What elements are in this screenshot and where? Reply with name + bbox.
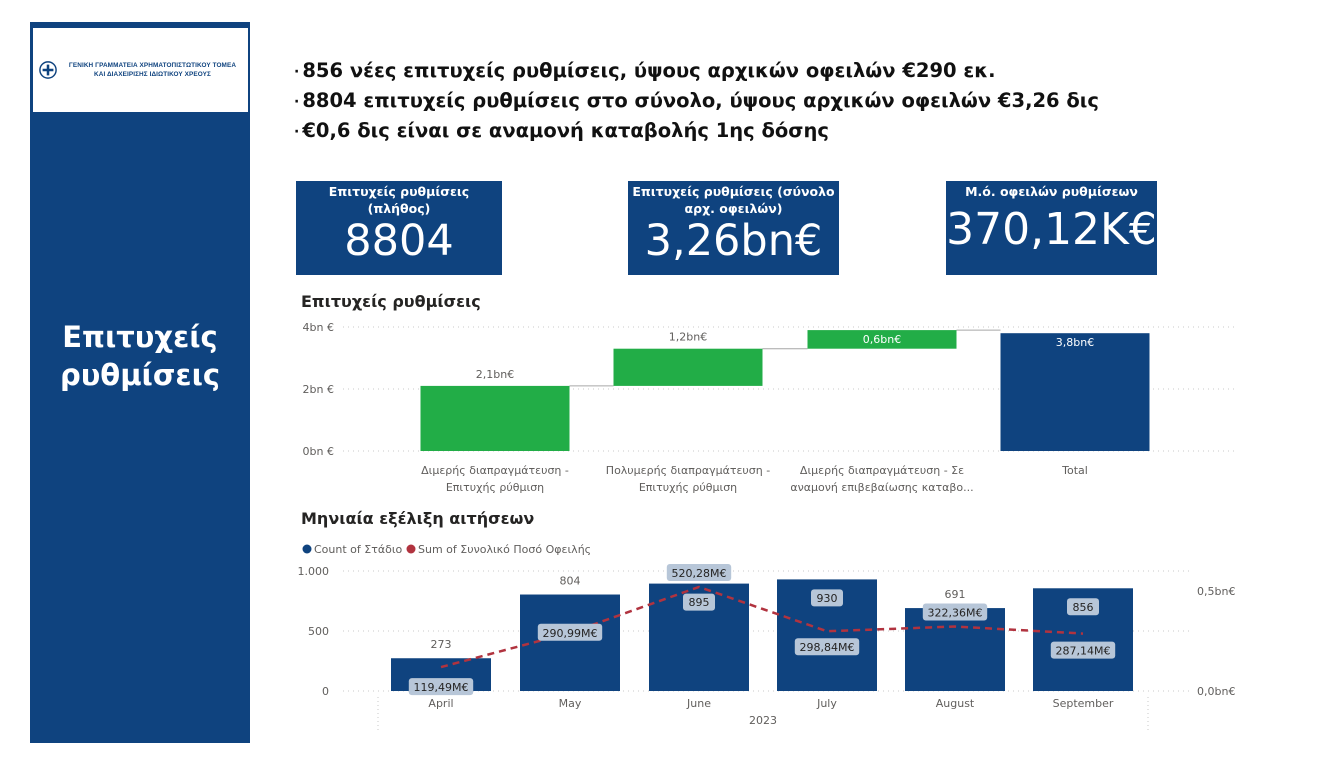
- sum-data-label: 298,84M€: [800, 641, 855, 654]
- kpi-label: Μ.ό. οφειλών ρυθμίσεων: [965, 184, 1138, 199]
- waterfall-bar: [1000, 333, 1150, 451]
- waterfall-data-label: 2,1bn€: [476, 368, 514, 381]
- kpi-label: Επιτυχείς ρυθμίσεις (σύνολο: [632, 184, 835, 199]
- count-data-label: 691: [945, 588, 966, 601]
- count-data-label: 804: [560, 575, 581, 588]
- x-category-label: Πολυμερής διαπραγμάτευση -: [606, 464, 770, 477]
- monthly-bar: [905, 608, 1005, 691]
- sum-label-box: [408, 678, 474, 696]
- sum-label-box: [1050, 641, 1116, 659]
- waterfall-bar: [613, 348, 763, 386]
- sidebar-title: Επιτυχείς ρυθμίσεις: [30, 318, 250, 394]
- count-data-label: 856: [1073, 601, 1094, 614]
- y-tick-label: 0: [322, 685, 329, 698]
- waterfall-bar: [807, 330, 957, 349]
- waterfall-data-label: 1,2bn€: [669, 331, 707, 344]
- sum-data-label: 287,14M€: [1056, 645, 1111, 658]
- sum-data-label: 290,99M€: [543, 627, 598, 640]
- kpi-card-total-debt: Επιτυχείς ρυθμίσεις (σύνολο αρχ. οφειλών…: [628, 181, 839, 275]
- count-label-box: [811, 589, 843, 607]
- legend-marker-sum: [406, 544, 416, 554]
- count-label-box: [683, 593, 715, 611]
- sidebar-title-line-1: Επιτυχείς: [62, 320, 218, 354]
- sidebar-panel: [30, 22, 250, 743]
- y2-tick-label: 0,0bn€: [1197, 685, 1235, 698]
- kpi-card-count: Επιτυχείς ρυθμίσεις (πλήθος) 8804: [296, 181, 502, 275]
- y-tick-label: 500: [308, 625, 329, 638]
- x-category-label: July: [816, 697, 837, 710]
- kpi-label: αρχ. οφειλών): [684, 201, 783, 216]
- sum-label-box: [537, 623, 603, 641]
- kpi-card-average-debt: Μ.ό. οφειλών ρυθμίσεων 370,12K€: [946, 181, 1157, 275]
- organization-logo: ΓΕΝΙΚΗ ΓΡΑΜΜΑΤΕΙΑ ΧΡΗΜΑΤΟΠΙΣΤΩΤΙΚΟΥ ΤΟΜΕ…: [33, 28, 248, 112]
- x-category-label: Διμερής διαπραγμάτευση -: [421, 464, 569, 477]
- y-tick-label: 1.000: [298, 565, 330, 578]
- x-category-label: August: [936, 697, 975, 710]
- sum-label-box: [794, 638, 860, 656]
- x-category-label: Επιτυχής ρύθμιση: [639, 481, 737, 494]
- x-category-label: Επιτυχής ρύθμιση: [446, 481, 544, 494]
- legend-label: Count of Στάδιο: [314, 543, 403, 556]
- legend-label: Sum of Συνολικό Ποσό Οφειλής: [418, 543, 591, 556]
- count-label-box: [1067, 598, 1099, 616]
- waterfall-chart-title: Επιτυχείς ρυθμίσεις: [301, 292, 481, 311]
- greek-emblem-icon: [39, 61, 57, 79]
- x-category-label: Total: [1061, 464, 1088, 477]
- kpi-label: (πλήθος): [367, 201, 431, 216]
- sum-data-label: 520,28M€: [672, 567, 727, 580]
- y2-tick-label: 0,5bn€: [1197, 585, 1235, 598]
- logo-line-1: ΓΕΝΙΚΗ ΓΡΑΜΜΑΤΕΙΑ ΧΡΗΜΑΤΟΠΙΣΤΩΤΙΚΟΥ ΤΟΜΕ…: [68, 62, 237, 69]
- kpi-value: 370,12K€: [946, 204, 1157, 255]
- x-category-label: αναμονή επιβεβαίωσης καταβο...: [790, 481, 973, 494]
- sum-label-box: [922, 603, 988, 621]
- count-data-label: 895: [689, 596, 710, 609]
- sum-label-box: [666, 563, 732, 581]
- x-category-label: Διμερής διαπραγμάτευση - Σε: [800, 464, 964, 477]
- x-category-label: September: [1053, 697, 1114, 710]
- bullet-item: · 856 νέες επιτυχείς ρυθμίσεις, ύψους αρχ…: [294, 59, 996, 82]
- x-category-label: May: [559, 697, 582, 710]
- sum-data-label: 322,36M€: [928, 607, 983, 620]
- sidebar-title-line-2: ρυθμίσεις: [59, 358, 221, 392]
- count-data-label: 930: [817, 592, 838, 605]
- waterfall-data-label: 0,6bn€: [863, 333, 901, 346]
- y-tick-label: 2bn €: [303, 383, 334, 396]
- y-tick-label: 4bn €: [303, 321, 334, 334]
- kpi-value: 8804: [344, 216, 454, 266]
- x-category-label: June: [686, 697, 711, 710]
- y-tick-label: 0bn €: [303, 445, 334, 458]
- summary-bullets: · 856 νέες επιτυχείς ρυθμίσεις, ύψους αρχ…: [294, 57, 1099, 147]
- monthly-chart-title: Μηνιαία εξέλιξη αιτήσεων: [301, 509, 535, 528]
- x-axis-year-label: 2023: [749, 714, 777, 727]
- bullet-item: · 8804 επιτυχείς ρυθμίσεις στο σύνολο, ύψ…: [294, 89, 1099, 112]
- kpi-value: 3,26bn€: [644, 216, 823, 266]
- waterfall-data-label: 3,8bn€: [1056, 336, 1094, 349]
- waterfall-bar: [420, 385, 570, 451]
- legend-marker-count: [302, 544, 312, 554]
- bullet-item: · €0,6 δις είναι σε αναμονή καταβολής 1ης…: [294, 119, 829, 142]
- logo-line-2: ΚΑΙ ΔΙΑΧΕΙΡΙΣΗΣ ΙΔΙΩΤΙΚΟΥ ΧΡΕΟΥΣ: [94, 71, 211, 78]
- sum-data-label: 119,49M€: [414, 681, 469, 694]
- x-category-label: April: [428, 697, 453, 710]
- count-data-label: 273: [431, 638, 452, 651]
- kpi-label: Επιτυχείς ρυθμίσεις: [328, 184, 470, 199]
